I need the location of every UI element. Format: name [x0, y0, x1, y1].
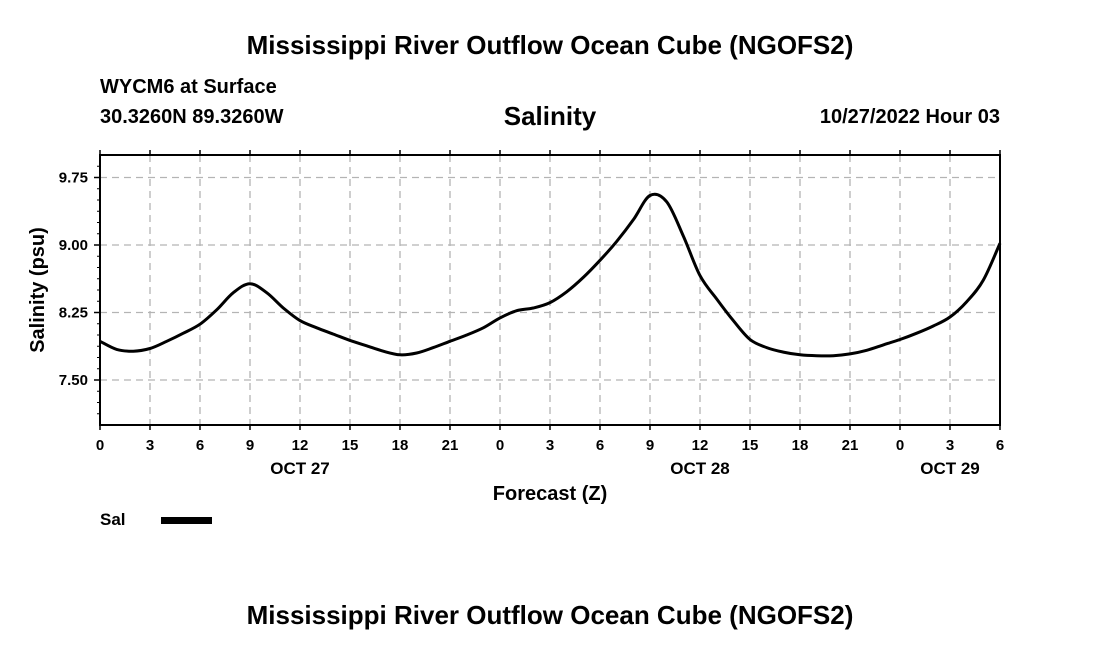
x-tick-label: 15: [342, 437, 359, 454]
x-tick-label: 0: [496, 437, 504, 454]
grid-lines: [100, 155, 1000, 425]
x-tick-label: 21: [442, 437, 459, 454]
x-axis-title: Forecast (Z): [493, 483, 607, 505]
x-tick-label: 12: [292, 437, 309, 454]
x-tick-label: 0: [896, 437, 904, 454]
x-tick-label: 12: [692, 437, 709, 454]
y-tick-label: 9.00: [59, 237, 88, 254]
main-title: Mississippi River Outflow Ocean Cube (NG…: [246, 30, 854, 60]
x-tick-label: 3: [146, 437, 154, 454]
x-tick-label: 0: [96, 437, 104, 454]
x-axis-labels: 0 3 6 9 12 15 18 21 0 3 6 9 12 15 18 21 0 3 6: [96, 437, 1004, 454]
y-tick-label: 9.75: [59, 170, 88, 187]
x-tick-label: 21: [842, 437, 859, 454]
x-tick-label: 15: [742, 437, 759, 454]
x-tick-label: 3: [946, 437, 954, 454]
x-tick-label: 9: [246, 437, 254, 454]
x-tick-label: 9: [646, 437, 654, 454]
series-layer: [99, 192, 1002, 358]
y-tick-label: 8.25: [59, 305, 88, 322]
y-tick-label: 7.50: [59, 372, 88, 389]
y-axis-labels: 7.50 8.25 9.00 9.75: [59, 170, 88, 390]
date-label: OCT 28: [670, 459, 730, 478]
legend-line-swatch: [161, 517, 212, 524]
series-line-sal: [99, 192, 1002, 358]
footer-title: Mississippi River Outflow Ocean Cube (NG…: [246, 600, 854, 630]
coordinates-label: 30.3260N 89.3260W: [100, 106, 284, 128]
x-tick-label: 3: [546, 437, 554, 454]
date-label: OCT 27: [270, 459, 330, 478]
x-tick-label: 6: [596, 437, 604, 454]
x-tick-label: 18: [392, 437, 409, 454]
x-tick-label: 6: [196, 437, 204, 454]
forecast-datetime: 10/27/2022 Hour 03: [819, 106, 1000, 128]
legend-label: Sal: [100, 510, 126, 529]
date-label: OCT 29: [920, 459, 980, 478]
minor-ticks: [94, 150, 1001, 430]
date-labels: OCT 27 OCT 28 OCT 29: [270, 459, 980, 478]
x-tick-label: 6: [996, 437, 1004, 454]
station-label: WYCM6 at Surface: [100, 76, 277, 98]
y-axis-title: Salinity (psu): [27, 227, 49, 353]
x-tick-label: 18: [792, 437, 809, 454]
chart-title: Salinity: [503, 101, 597, 131]
